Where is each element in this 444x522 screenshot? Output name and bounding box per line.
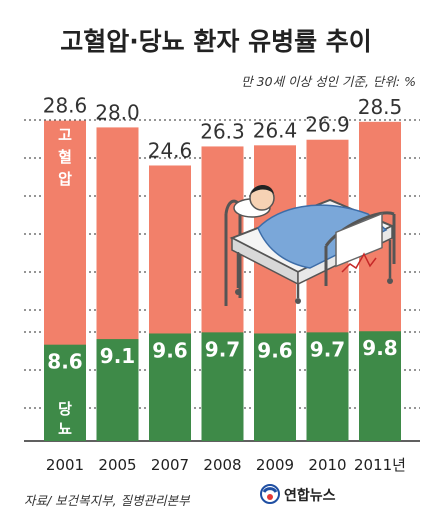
value-label-diabetes: 9.7: [310, 337, 345, 361]
value-label-diabetes: 8.6: [47, 350, 82, 374]
bar-diabetes-2011년: [359, 331, 401, 441]
diabetes-value-labels: 8.6 9.1 9.6 9.7 9.6 9.7 9.8: [47, 336, 397, 373]
x-tick-label: 2011년: [354, 456, 406, 474]
bar-diabetes-2001: [44, 344, 86, 441]
x-tick-label: 2008: [203, 456, 241, 474]
value-label-hypertension: 24.6: [148, 138, 193, 162]
x-tick-label: 2009: [256, 456, 294, 474]
bar-diabetes-2007: [149, 333, 191, 441]
x-tick-label: 2007: [151, 456, 189, 474]
source-note: 자료/ 보건복지부, 질병관리본부: [24, 493, 191, 508]
x-tick-label: 2005: [98, 456, 136, 474]
bar-diabetes-2005: [96, 339, 139, 441]
value-label-diabetes: 9.7: [205, 337, 240, 361]
publisher-name: 연합뉴스: [284, 487, 336, 504]
value-label-diabetes: 9.1: [100, 344, 135, 368]
value-label-hypertension: 26.9: [305, 113, 350, 137]
value-label-hypertension: 26.3: [200, 119, 245, 143]
value-label-diabetes: 9.6: [257, 338, 292, 362]
yonhap-logo-icon: [260, 484, 280, 504]
value-label-diabetes: 9.8: [362, 336, 397, 360]
hospital-bed-illustration: [224, 185, 396, 306]
chart-title: 고혈압·당뇨 환자 유병률 추이: [60, 27, 372, 56]
value-label-hypertension: 28.6: [43, 94, 88, 118]
bar-diabetes-2008: [201, 332, 244, 441]
value-label-hypertension: 26.4: [253, 118, 298, 142]
x-axis-tick-labels: 2001 2005 2007 2008 2009 2010 2011년: [46, 456, 406, 474]
value-label-hypertension: 28.0: [95, 100, 140, 124]
x-tick-label: 2001: [46, 456, 84, 474]
x-tick-label: 2010: [308, 456, 346, 474]
value-label-diabetes: 9.6: [152, 338, 187, 362]
hypertension-value-labels: 28.6 28.0 24.6 26.3 26.4 26.9 28.5: [43, 94, 403, 163]
value-label-hypertension: 28.5: [358, 95, 403, 119]
bar-diabetes-2009: [254, 333, 296, 441]
diabetes-bars: [44, 331, 401, 441]
bar-diabetes-2010: [306, 332, 349, 441]
chart-subtitle: 만 30세 이상 성인 기준, 단위: %: [241, 74, 416, 89]
